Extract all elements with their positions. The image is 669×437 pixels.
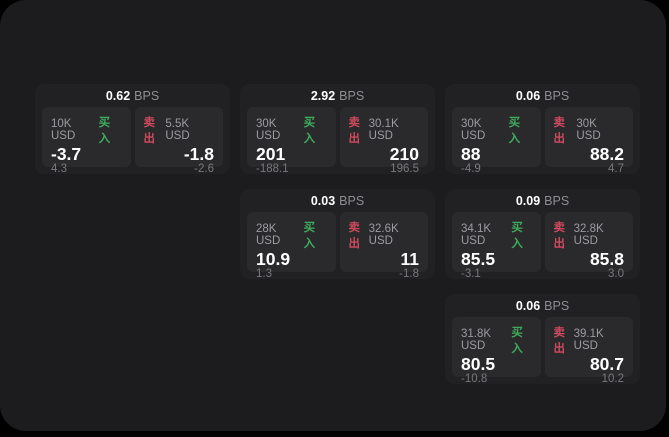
sell-change: 4.7 — [608, 162, 624, 175]
bps-value: 0.09 — [515, 193, 541, 208]
buy-amount: 10K USD — [51, 118, 76, 142]
bps-unit-label: BPS — [339, 193, 365, 208]
buy-change: -4.9 — [461, 162, 481, 175]
buy-price: 88 — [461, 144, 481, 164]
sell-panel[interactable]: 卖出 30K USD 88.2 4.7 — [544, 107, 633, 174]
buy-amount: 28K USD — [256, 223, 281, 247]
quote-panels: 31.8K USD 买入 80.5 -10.8 卖出 39.1K USD 80.… — [452, 317, 633, 384]
card-header: 0.62 BPS — [42, 84, 223, 107]
quote-card-3: 0.06 BPS 30K USD 买入 88 -4.9 卖出 30K USD 8… — [445, 84, 640, 174]
bps-value: 2.92 — [310, 88, 336, 103]
buy-amount: 34.1K USD — [461, 223, 492, 247]
sell-price: 80.7 — [589, 354, 624, 374]
quote-panels: 30K USD 买入 88 -4.9 卖出 30K USD 88.2 4.7 — [452, 107, 633, 174]
buy-price: 10.9 — [256, 249, 291, 269]
buy-label: 买入 — [511, 222, 523, 250]
card-header: 0.09 BPS — [452, 189, 633, 212]
sell-label: 卖出 — [143, 117, 156, 145]
buy-amount: 31.8K USD — [461, 328, 492, 352]
bps-value: 0.03 — [310, 193, 336, 208]
buy-price: -3.7 — [51, 144, 82, 164]
buy-panel[interactable]: 28K USD 买入 10.9 1.3 — [247, 212, 336, 279]
buy-amount: 30K USD — [461, 118, 486, 142]
sell-panel[interactable]: 卖出 5.5K USD -1.8 -2.6 — [134, 107, 223, 174]
buy-label: 买入 — [303, 222, 316, 250]
quote-card-2: 2.92 BPS 30K USD 买入 201 -188.1 卖出 30.1K … — [240, 84, 435, 174]
sell-amount: 39.1K USD — [573, 328, 604, 352]
buy-change: -3.1 — [461, 267, 481, 280]
buy-panel[interactable]: 31.8K USD 买入 80.5 -10.8 — [452, 317, 541, 384]
bps-value: 0.62 — [105, 88, 131, 103]
buy-price: 85.5 — [461, 249, 496, 269]
quote-panels: 34.1K USD 买入 85.5 -3.1 卖出 32.8K USD 85.8… — [452, 212, 633, 279]
buy-label: 买入 — [98, 117, 111, 145]
bps-unit-label: BPS — [339, 88, 365, 103]
buy-price: 201 — [256, 144, 286, 164]
quote-card-1: 0.62 BPS 10K USD 买入 -3.7 4.3 卖出 5.5K USD… — [35, 84, 230, 174]
buy-price: 80.5 — [461, 354, 496, 374]
bps-unit-label: BPS — [134, 88, 160, 103]
sell-label: 卖出 — [348, 222, 361, 250]
quote-card-4: 0.03 BPS 28K USD 买入 10.9 1.3 卖出 32.6K US… — [240, 189, 435, 279]
bps-unit-label: BPS — [544, 298, 570, 313]
sell-panel[interactable]: 卖出 32.6K USD 11 -1.8 — [339, 212, 428, 279]
sell-amount: 5.5K USD — [165, 118, 190, 142]
bps-value: 0.06 — [515, 88, 541, 103]
card-header: 2.92 BPS — [247, 84, 428, 107]
sell-change: -1.8 — [399, 267, 419, 280]
bps-unit-label: BPS — [544, 193, 570, 208]
card-header: 0.06 BPS — [452, 84, 633, 107]
buy-panel[interactable]: 34.1K USD 买入 85.5 -3.1 — [452, 212, 541, 279]
sell-amount: 30K USD — [576, 118, 601, 142]
card-header: 0.06 BPS — [452, 294, 633, 317]
sell-amount: 30.1K USD — [368, 118, 399, 142]
buy-panel[interactable]: 30K USD 买入 88 -4.9 — [452, 107, 541, 174]
quote-panels: 10K USD 买入 -3.7 4.3 卖出 5.5K USD -1.8 -2.… — [42, 107, 223, 174]
sell-label: 卖出 — [348, 117, 361, 145]
sell-change: 3.0 — [608, 267, 624, 280]
buy-change: -188.1 — [256, 162, 289, 175]
sell-price: 210 — [389, 144, 419, 164]
quote-card-5: 0.09 BPS 34.1K USD 买入 85.5 -3.1 卖出 32.8K… — [445, 189, 640, 279]
buy-label: 买入 — [303, 117, 316, 145]
sell-amount: 32.8K USD — [573, 223, 604, 247]
sell-change: -2.6 — [194, 162, 214, 175]
buy-change: 4.3 — [51, 162, 67, 175]
bps-value: 0.06 — [515, 298, 541, 313]
buy-label: 买入 — [508, 117, 521, 145]
sell-change: 196.5 — [390, 162, 419, 175]
buy-panel[interactable]: 30K USD 买入 201 -188.1 — [247, 107, 336, 174]
sell-panel[interactable]: 卖出 32.8K USD 85.8 3.0 — [544, 212, 633, 279]
sell-label: 卖出 — [553, 117, 566, 145]
sell-panel[interactable]: 卖出 39.1K USD 80.7 10.2 — [544, 317, 633, 384]
quote-panels: 28K USD 买入 10.9 1.3 卖出 32.6K USD 11 -1.8 — [247, 212, 428, 279]
card-header: 0.03 BPS — [247, 189, 428, 212]
quote-panels: 30K USD 买入 201 -188.1 卖出 30.1K USD 210 1… — [247, 107, 428, 174]
sell-price: -1.8 — [183, 144, 214, 164]
sell-label: 卖出 — [553, 222, 566, 250]
sell-panel[interactable]: 卖出 30.1K USD 210 196.5 — [339, 107, 428, 174]
sell-label: 卖出 — [553, 327, 566, 355]
buy-panel[interactable]: 10K USD 买入 -3.7 4.3 — [42, 107, 131, 174]
buy-change: -10.8 — [461, 372, 488, 385]
sell-price: 85.8 — [589, 249, 624, 269]
buy-amount: 30K USD — [256, 118, 281, 142]
sell-amount: 32.6K USD — [368, 223, 399, 247]
quote-card-6: 0.06 BPS 31.8K USD 买入 80.5 -10.8 卖出 39.1… — [445, 294, 640, 384]
sell-change: 10.2 — [601, 372, 624, 385]
buy-change: 1.3 — [256, 267, 272, 280]
sell-price: 11 — [400, 249, 420, 269]
buy-label: 买入 — [511, 327, 523, 355]
sell-price: 88.2 — [589, 144, 624, 164]
bps-unit-label: BPS — [544, 88, 570, 103]
